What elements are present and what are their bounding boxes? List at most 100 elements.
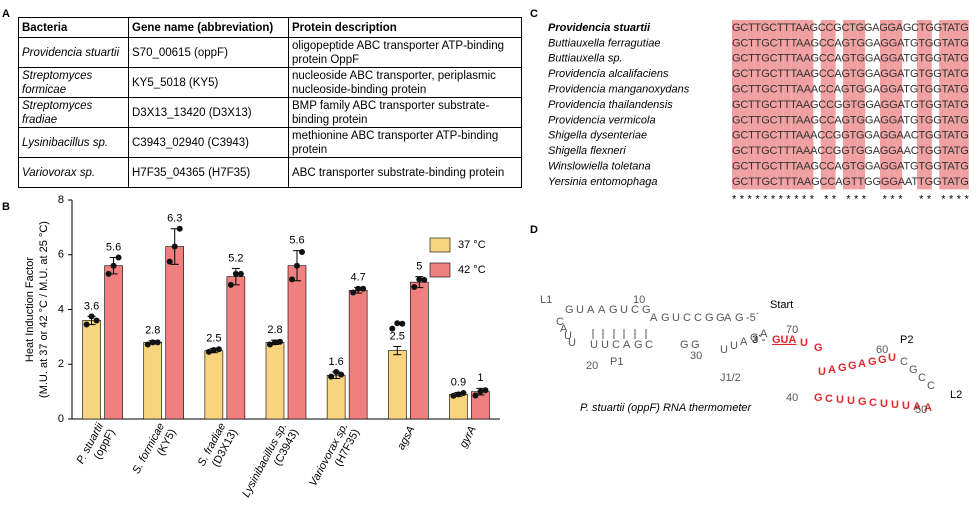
value-label: 2.5	[390, 330, 405, 342]
conserved-column	[954, 20, 962, 190]
replicate-point	[472, 392, 479, 399]
table-cell: nucleoside ABC transporter, periplasmic …	[288, 67, 522, 98]
replicate-point	[227, 281, 234, 288]
rna-strand: UUCAGC	[590, 339, 653, 351]
replicate-point	[83, 321, 90, 328]
bar	[287, 265, 307, 420]
replicate-point	[215, 346, 222, 353]
table-cell: KY5_5018 (KY5)	[128, 67, 289, 98]
replicate-point	[411, 284, 418, 291]
replicate-point	[232, 270, 239, 277]
nucleotide-number: 50	[915, 404, 927, 416]
replicate-point	[350, 289, 357, 296]
conserved-column	[798, 20, 806, 190]
bar	[348, 290, 368, 420]
conserved-column	[850, 20, 858, 190]
replicate-point	[294, 262, 300, 269]
species-name: Buttiauxella sp.	[548, 53, 623, 65]
structure-label: P1	[610, 356, 623, 368]
replicate-point	[482, 387, 489, 394]
table-cell: H7F35_04365 (H7F35)	[128, 157, 289, 188]
table-cell: Variovorax sp.	[18, 157, 129, 188]
replicate-point	[355, 285, 362, 292]
species-name: Winslowiella toletana	[548, 161, 651, 173]
conserved-column	[820, 20, 829, 190]
start-label: Start	[770, 299, 793, 311]
structure-label: L1	[540, 294, 552, 306]
nucleotide-number: 30	[690, 350, 702, 362]
rna-strand: CGCC	[900, 356, 935, 392]
table-cell: Providencia stuartii	[18, 37, 129, 68]
value-label: 5.2	[228, 252, 243, 264]
rna-strand: AG	[724, 312, 744, 324]
legend-label: 42 °C	[458, 264, 486, 276]
replicate-point	[299, 249, 305, 256]
table-cell: ABC transporter substrate-binding protei…	[288, 157, 522, 188]
nucleotide-number: 10	[633, 294, 645, 306]
conserved-column	[754, 20, 762, 190]
x-tick-label: gyrA	[457, 424, 478, 450]
bar	[409, 281, 429, 420]
table-body: Providencia stuartii S70_00615 (oppF) olig…	[18, 37, 522, 188]
value-label: 2.5	[206, 332, 221, 344]
structure-label: P2	[900, 334, 913, 346]
y-tick-label: 8	[58, 194, 64, 206]
conserved-column	[887, 20, 895, 190]
replicate-point	[88, 313, 95, 320]
sequence: GCTTGCTTTAAGCCGCTGGAGGAGCTGGTATG	[732, 22, 969, 34]
panel-label: B	[2, 201, 10, 213]
rna-strand: UG	[800, 337, 823, 354]
x-tick-label: S. formicae(KY5)	[130, 421, 178, 476]
y-tick-label: 4	[58, 303, 64, 315]
conserved-column	[828, 20, 836, 190]
species-name: Providencia manganoxydans	[548, 84, 690, 96]
bar	[104, 265, 123, 420]
conserved-column	[961, 20, 969, 190]
nucleotide-number: 40	[786, 392, 798, 404]
replicate-point	[277, 338, 283, 345]
sequence: GCTTGCTTTAAGCCGGTGGAGGATGTGGTATG	[732, 99, 969, 111]
bar	[143, 342, 163, 420]
panel-label: D	[530, 224, 538, 236]
bar	[226, 276, 246, 420]
table-row: Variovorax sp. H7F35_04365 (H7F35) ABC tra…	[18, 157, 522, 188]
y-tick-label: 6	[58, 249, 64, 261]
conserved-column	[791, 20, 799, 190]
table-cell: Streptomyces fradiae	[18, 97, 129, 128]
header-cell: Protein description	[288, 17, 522, 38]
replicate-point	[421, 276, 428, 283]
replicate-point	[93, 317, 100, 324]
value-label: 6.3	[167, 213, 182, 225]
rna-caption: P. stuartii (oppF) RNA thermometer	[580, 402, 753, 414]
y-axis-label: (M.U. at 37 or 42 °C / M.U. at 25 °C)	[38, 221, 50, 398]
bar	[82, 320, 101, 420]
bar	[165, 246, 185, 420]
table-cell: D3X13_13420 (D3X13)	[128, 97, 289, 128]
bar	[387, 350, 407, 420]
replicate-point	[416, 276, 423, 283]
replicate-point	[450, 392, 457, 399]
replicate-point	[149, 339, 156, 346]
sequence: GCTTGCTTTAAACCGGTGGAGGAACTGGTATG	[732, 130, 969, 142]
replicate-point	[399, 320, 406, 327]
value-label: 4.7	[350, 272, 365, 284]
replicate-point	[210, 347, 217, 354]
three-prime: 3´-	[752, 334, 766, 346]
replicate-point	[110, 262, 117, 269]
table-row: Streptomyces formicae KY5_5018 (KY5) nucle…	[18, 67, 522, 98]
legend-label: 37 °C	[458, 239, 486, 251]
nucleotide-number: 60	[876, 344, 888, 356]
five-prime: -5´	[746, 312, 759, 324]
replicate-point	[328, 373, 335, 380]
conserved-column	[769, 20, 777, 190]
x-tick-label: agsA	[395, 424, 417, 452]
value-label: 0.9	[451, 376, 466, 388]
replicate-point	[171, 243, 178, 250]
y-tick-label: 0	[58, 413, 64, 425]
conserved-column	[939, 20, 947, 190]
value-label: 1	[477, 372, 483, 384]
table-row: Streptomyces fradiae D3X13_13420 (D3X13) B…	[18, 97, 522, 128]
table-cell: methionine ABC transporter ATP-binding p…	[288, 127, 522, 158]
replicate-point	[205, 348, 212, 355]
